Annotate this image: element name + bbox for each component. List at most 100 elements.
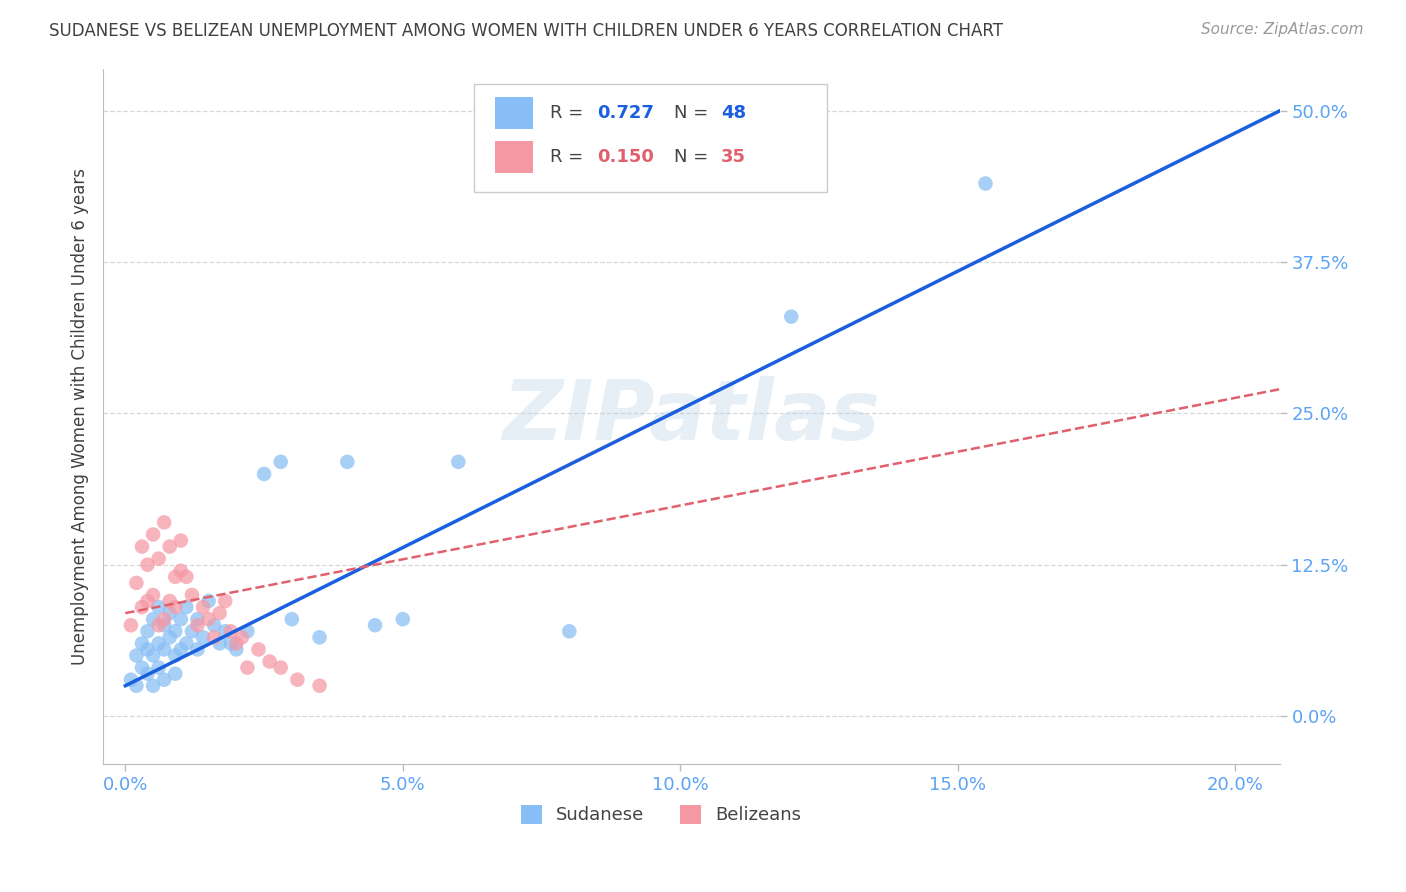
Point [186, 612, 208, 626]
Point [148, 636, 170, 650]
Point [208, 606, 231, 620]
Point [197, 612, 219, 626]
Point [131, 600, 153, 615]
Point [186, 642, 208, 657]
Point [181, 624, 204, 639]
Bar [495, 141, 533, 172]
Text: N =: N = [673, 148, 714, 166]
Point [219, 636, 242, 650]
Point [165, 624, 187, 639]
Point [558, 624, 581, 639]
Text: Sudanese: Sudanese [557, 805, 644, 823]
Point [285, 673, 308, 687]
Point [136, 642, 159, 657]
Point [125, 575, 148, 590]
Point [181, 588, 204, 602]
Point [391, 612, 413, 626]
Point [236, 624, 259, 639]
Point [120, 673, 142, 687]
Point [780, 310, 803, 324]
Text: Belizeans: Belizeans [714, 805, 801, 823]
Point [308, 631, 330, 645]
Point [214, 594, 236, 608]
Point [120, 618, 142, 632]
Point [219, 624, 242, 639]
Point [270, 455, 292, 469]
Point [170, 612, 193, 626]
Text: 35: 35 [721, 148, 745, 166]
Point [176, 636, 198, 650]
Point [153, 612, 176, 626]
Point [165, 666, 187, 681]
Point [253, 467, 276, 481]
Point [170, 642, 193, 657]
Point [136, 624, 159, 639]
Point [197, 594, 219, 608]
Point [142, 679, 165, 693]
Text: Source: ZipAtlas.com: Source: ZipAtlas.com [1201, 22, 1364, 37]
Point [153, 516, 176, 530]
Point [142, 648, 165, 663]
Point [176, 600, 198, 615]
Point [165, 570, 187, 584]
Text: ZIPatlas: ZIPatlas [502, 376, 880, 457]
Point [259, 655, 281, 669]
Point [136, 594, 159, 608]
Point [225, 636, 247, 650]
Point [170, 564, 193, 578]
FancyBboxPatch shape [474, 84, 827, 192]
Point [202, 618, 225, 632]
Point [136, 558, 159, 572]
Point [308, 679, 330, 693]
Point [148, 618, 170, 632]
Point [202, 631, 225, 645]
Point [136, 666, 159, 681]
Point [281, 612, 304, 626]
Point [214, 624, 236, 639]
Text: 0.727: 0.727 [598, 104, 654, 122]
Point [125, 679, 148, 693]
Y-axis label: Unemployment Among Women with Children Under 6 years: Unemployment Among Women with Children U… [72, 168, 89, 665]
Bar [495, 97, 533, 128]
Point [148, 660, 170, 674]
Bar [520, 805, 541, 824]
Point [131, 540, 153, 554]
Point [159, 540, 181, 554]
Point [153, 618, 176, 632]
Point [236, 660, 259, 674]
Point [191, 600, 214, 615]
Text: 48: 48 [721, 104, 747, 122]
Point [165, 600, 187, 615]
Point [974, 177, 997, 191]
Point [247, 642, 270, 657]
Text: 0.150: 0.150 [598, 148, 654, 166]
Point [170, 533, 193, 548]
Point [142, 588, 165, 602]
Point [153, 673, 176, 687]
Text: R =: R = [550, 148, 589, 166]
Point [148, 600, 170, 615]
Point [148, 551, 170, 566]
Point [270, 660, 292, 674]
Point [191, 631, 214, 645]
Point [186, 618, 208, 632]
Text: SUDANESE VS BELIZEAN UNEMPLOYMENT AMONG WOMEN WITH CHILDREN UNDER 6 YEARS CORREL: SUDANESE VS BELIZEAN UNEMPLOYMENT AMONG … [49, 22, 1004, 40]
Text: N =: N = [673, 104, 714, 122]
Point [142, 612, 165, 626]
Point [159, 606, 181, 620]
Point [176, 570, 198, 584]
Point [165, 648, 187, 663]
Text: R =: R = [550, 104, 589, 122]
Point [364, 618, 387, 632]
Point [131, 636, 153, 650]
Point [159, 631, 181, 645]
Bar [679, 805, 700, 824]
Point [225, 642, 247, 657]
Point [208, 636, 231, 650]
Point [231, 631, 253, 645]
Point [447, 455, 470, 469]
Point [142, 527, 165, 541]
Point [153, 642, 176, 657]
Point [125, 648, 148, 663]
Point [159, 594, 181, 608]
